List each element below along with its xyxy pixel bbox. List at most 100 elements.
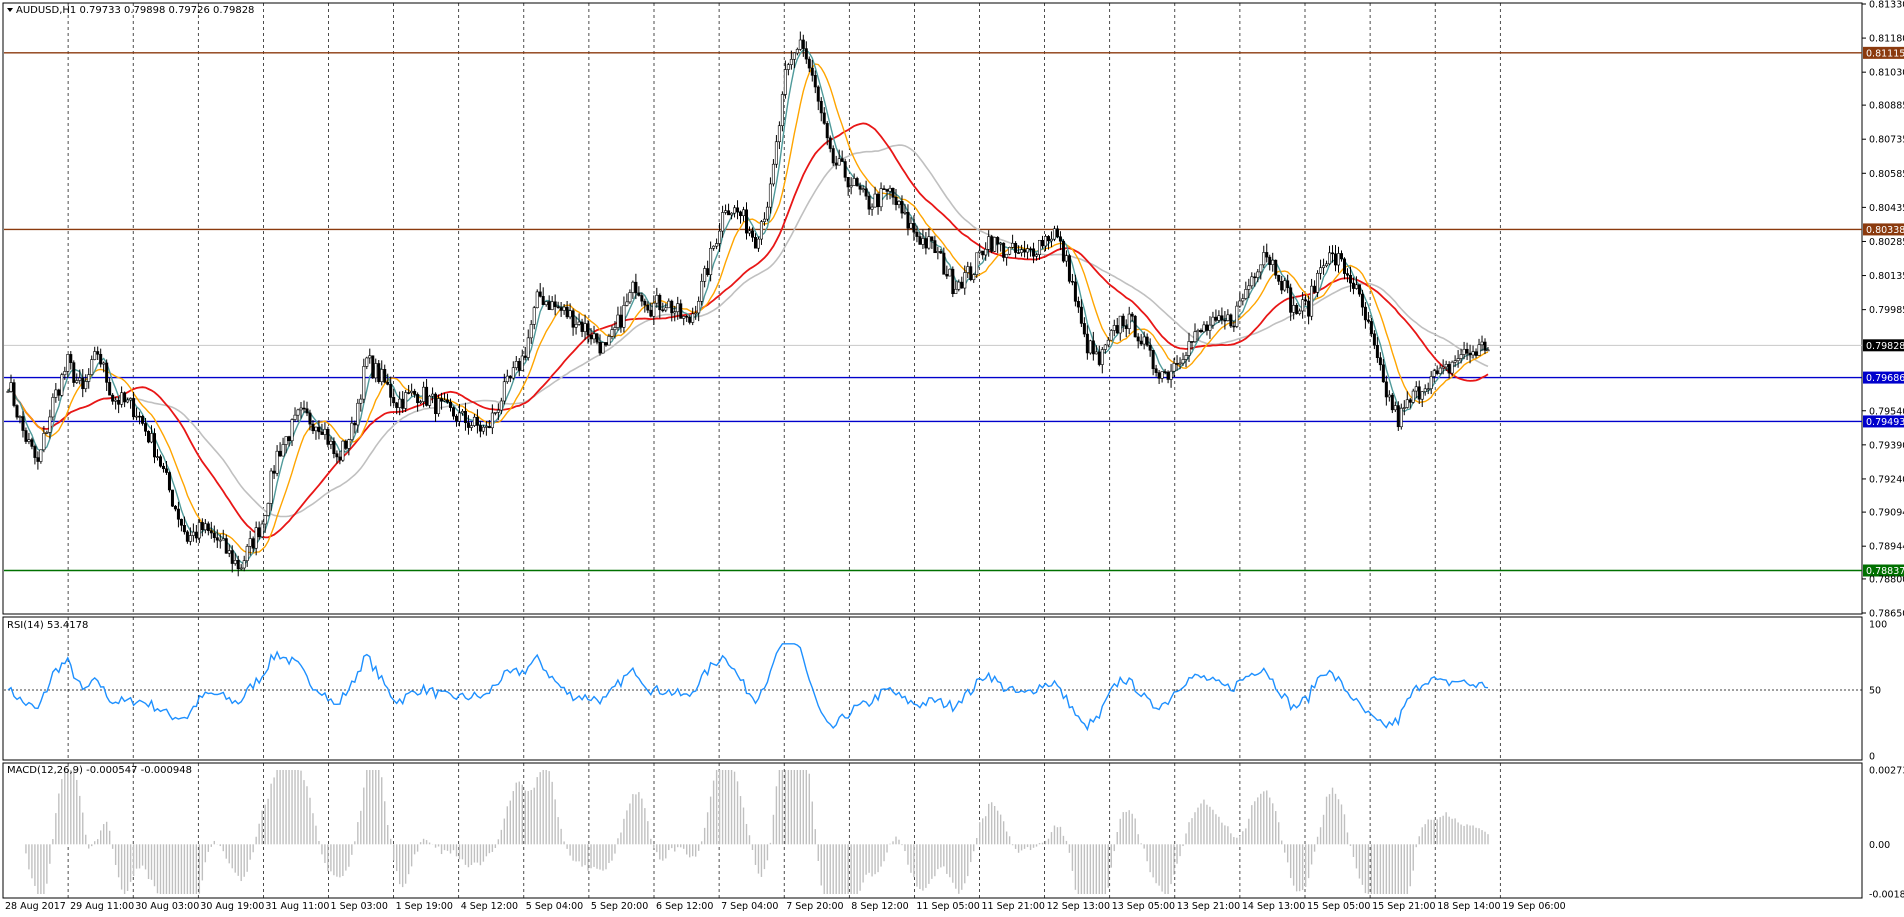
candle-body: [843, 161, 847, 178]
candle-body: [45, 432, 49, 434]
candle-body: [1115, 325, 1119, 334]
candle-body: [936, 251, 940, 254]
candle-body: [1319, 267, 1323, 274]
price-tick-label: 0.80435: [1869, 203, 1904, 214]
candle-body: [135, 415, 139, 418]
candle-body: [891, 187, 895, 198]
triangle-down-icon[interactable]: [7, 8, 13, 12]
candle-body: [209, 530, 213, 534]
candle-body: [1208, 324, 1212, 331]
candle-body: [1046, 236, 1050, 242]
candle-body: [939, 251, 943, 254]
candle-body: [341, 440, 345, 461]
candle-body: [1148, 344, 1152, 351]
candle-body: [422, 386, 426, 402]
candle-body: [1032, 248, 1036, 257]
candle-body: [350, 422, 354, 440]
candle-body: [1079, 306, 1083, 324]
rsi-panel[interactable]: [2, 616, 1863, 761]
candle-body: [457, 412, 461, 422]
candle-body: [613, 327, 617, 330]
time-tick-label: 7 Sep 20:00: [786, 901, 843, 912]
candle-body: [1420, 391, 1424, 400]
candle-body: [1411, 390, 1415, 403]
candle-body: [712, 245, 716, 249]
candle-body: [1160, 371, 1164, 379]
candle-body: [1369, 321, 1373, 335]
candle-body: [505, 375, 509, 383]
candle-body: [326, 428, 330, 445]
candle-body: [1058, 236, 1062, 242]
candle-body: [619, 314, 623, 328]
candle-body: [200, 522, 204, 531]
candle-body: [105, 362, 109, 383]
candle-body: [78, 377, 82, 381]
candle-body: [51, 397, 55, 418]
candle-body: [640, 295, 644, 302]
candle-body: [404, 392, 408, 409]
candle-body: [1444, 364, 1448, 368]
candle-body: [942, 252, 946, 275]
candle-body: [1372, 333, 1376, 346]
candle-body: [185, 531, 189, 542]
candle-body: [658, 294, 662, 311]
candle-body: [446, 399, 450, 403]
candle-body: [532, 307, 536, 325]
candle-body: [541, 296, 545, 305]
candle-body: [1405, 399, 1409, 408]
time-tick-label: 19 Sep 06:00: [1502, 901, 1565, 912]
candle-body: [915, 231, 919, 237]
candle-body: [57, 389, 61, 396]
candle-body: [1136, 336, 1140, 342]
candle-body: [703, 268, 707, 282]
candle-body: [499, 400, 503, 411]
time-tick-label: 18 Sep 14:00: [1437, 901, 1500, 912]
candle-body: [562, 306, 566, 311]
candle-body: [756, 238, 760, 249]
candle-body: [1026, 248, 1030, 253]
candle-body: [176, 508, 180, 520]
candle-body: [248, 538, 252, 547]
candle-body: [1441, 366, 1445, 369]
candle-body: [308, 412, 312, 425]
candle-body: [1133, 315, 1137, 338]
time-axis[interactable]: 28 Aug 2017 29 Aug 11:00 30 Aug 03:00 30 Au…: [5, 901, 1566, 912]
candle-body: [254, 527, 258, 549]
rsi-indicator: [4, 643, 1862, 732]
candle-body: [1402, 407, 1406, 409]
candle-body: [493, 412, 497, 414]
price-tick-label: 0.80885: [1869, 101, 1904, 112]
candle-body: [700, 281, 704, 302]
candle-body: [1453, 360, 1457, 363]
candle-body: [595, 333, 599, 343]
candle-body: [1360, 293, 1364, 308]
candle-body: [24, 430, 28, 442]
candle-body: [203, 523, 207, 531]
candle-body: [212, 532, 216, 538]
candle-body: [380, 369, 384, 382]
candle-body: [398, 398, 402, 408]
candle-body: [1331, 252, 1335, 255]
candle-body: [517, 360, 521, 371]
candle-body: [1073, 281, 1077, 302]
candle-body: [721, 212, 725, 232]
candle-body: [1154, 368, 1158, 373]
candle-body: [170, 489, 174, 507]
candle-body: [610, 329, 614, 337]
candle-body: [508, 375, 512, 379]
candle-body: [164, 468, 168, 473]
candle-body: [1193, 331, 1197, 343]
candle-body: [984, 249, 988, 256]
candle-body: [1393, 405, 1397, 411]
candle-body: [1020, 249, 1024, 253]
candle-body: [816, 86, 820, 102]
candle-body: [374, 363, 378, 379]
candle-body: [1345, 273, 1349, 276]
candle-body: [903, 211, 907, 214]
main-panel[interactable]: [2, 2, 1863, 615]
candle-body: [218, 539, 222, 542]
